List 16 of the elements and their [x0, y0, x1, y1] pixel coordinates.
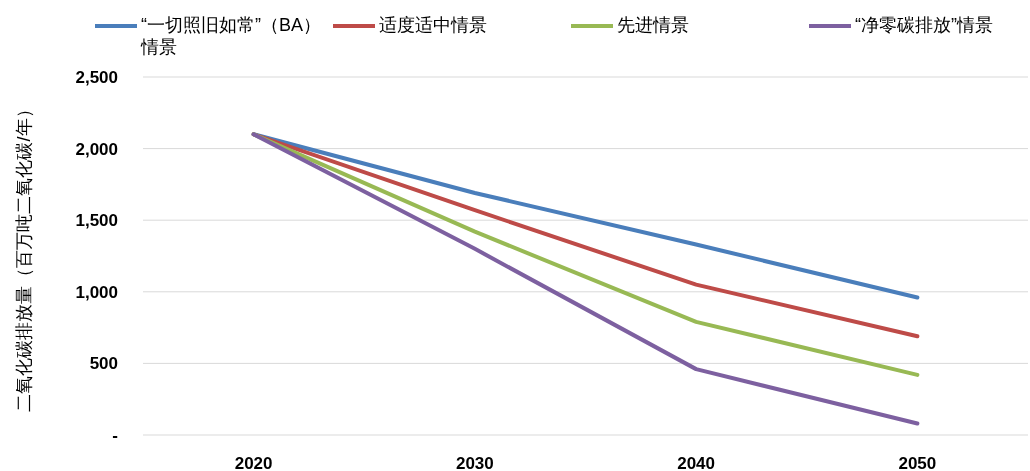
line-series — [251, 132, 920, 426]
x-tick-label: 2040 — [677, 454, 716, 471]
y-tick-label: - — [112, 426, 118, 445]
legend-label: 先进情景 — [617, 14, 689, 36]
x-tick-label: 2020 — [234, 454, 273, 471]
legend-label: “一切照旧如常”（BA）情景 — [141, 14, 321, 58]
legend-label: “净零碳排放”情景 — [855, 14, 993, 36]
x-tick-label: 2030 — [455, 454, 494, 471]
y-tick-label: 2,000 — [75, 139, 118, 159]
y-tick-label: 1,500 — [75, 211, 118, 231]
y-axis-title: 二氧化碳排放量（百万吨二氧化碳/年） — [14, 100, 34, 412]
y-tick-label: 2,500 — [75, 68, 118, 87]
legend-label: 适度适中情景 — [379, 14, 487, 36]
x-tick-label: 2050 — [898, 454, 937, 471]
y-tick-label: 500 — [89, 354, 118, 374]
y-tick-label: 1,000 — [75, 282, 118, 302]
